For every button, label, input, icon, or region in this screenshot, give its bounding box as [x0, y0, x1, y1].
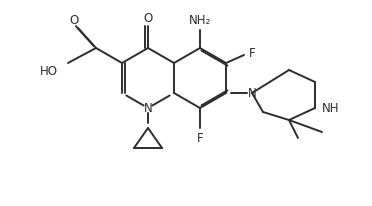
- Text: O: O: [69, 14, 78, 27]
- Text: NH₂: NH₂: [189, 14, 211, 27]
- Text: F: F: [197, 131, 203, 144]
- Text: O: O: [143, 12, 153, 25]
- Text: NH: NH: [322, 102, 340, 115]
- Text: HO: HO: [40, 64, 58, 77]
- Text: F: F: [249, 47, 255, 60]
- Text: N: N: [248, 87, 256, 99]
- Text: N: N: [144, 102, 153, 115]
